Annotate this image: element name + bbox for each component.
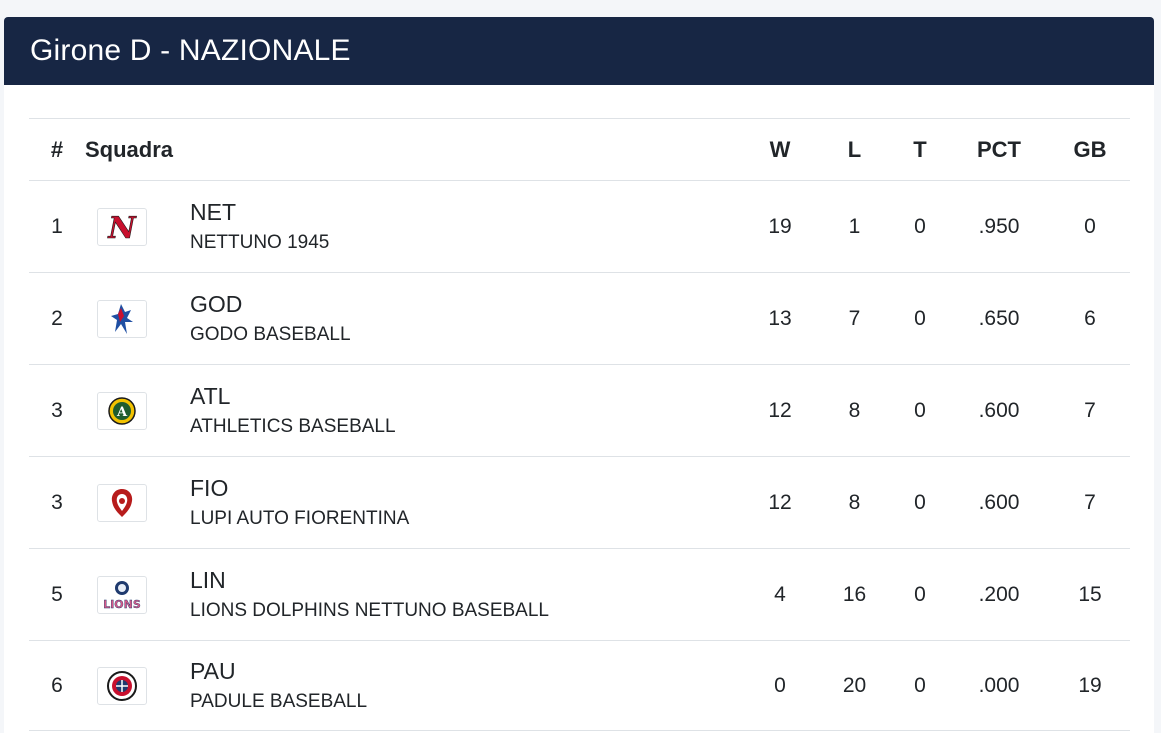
team-abbr: NET	[190, 198, 236, 225]
team-name: GODO BASEBALL	[190, 323, 351, 345]
table-row[interactable]: 5 LIONS LIN LIONS DOLPHINS NETTUNO BA	[29, 548, 1130, 641]
rank-cell: 1	[29, 180, 85, 273]
gb-cell: 15	[1050, 548, 1130, 641]
losses-cell: 8	[817, 456, 892, 549]
wins-cell: 19	[743, 180, 817, 273]
header-wins: W	[743, 118, 817, 181]
table-row[interactable]: 1 N NET NETTUNO 1945 19 1 0	[29, 180, 1130, 273]
losses-cell: 1	[817, 180, 892, 273]
team-name: LIONS DOLPHINS NETTUNO BASEBALL	[190, 599, 549, 621]
table-row[interactable]: 3 FIO LUPI AUTO FIORENTINA	[29, 456, 1130, 549]
pct-cell: .950	[948, 180, 1050, 273]
rank-cell: 3	[29, 364, 85, 457]
svg-text:N: N	[107, 211, 137, 243]
losses-cell: 16	[817, 548, 892, 641]
table-row[interactable]: 3 A ATL ATHLETICS BASEBALL	[29, 364, 1130, 457]
header-pct: PCT	[948, 118, 1050, 181]
header-gb: GB	[1050, 118, 1130, 181]
pct-cell: .650	[948, 272, 1050, 365]
table-row[interactable]: 6 PAU PADULE BASEBA	[29, 640, 1130, 731]
fiorentina-logo	[97, 483, 147, 522]
gb-cell: 19	[1050, 640, 1130, 731]
rank-cell: 5	[29, 548, 85, 641]
gb-cell: 7	[1050, 456, 1130, 549]
ties-cell: 0	[892, 548, 948, 641]
svg-text:A: A	[116, 405, 128, 420]
table-header: # Squadra W L T PCT GB	[29, 118, 1130, 181]
team-abbr: ATL	[190, 382, 231, 409]
losses-cell: 7	[817, 272, 892, 365]
wins-cell: 12	[743, 456, 817, 549]
nettuno-logo: N	[97, 207, 147, 246]
header-team: Squadra	[85, 118, 743, 181]
pct-cell: .200	[948, 548, 1050, 641]
wins-cell: 12	[743, 364, 817, 457]
godo-logo	[97, 299, 147, 338]
ties-cell: 0	[892, 180, 948, 273]
pct-cell: .600	[948, 456, 1050, 549]
header-rank: #	[29, 118, 85, 181]
header-losses: L	[817, 118, 892, 181]
team-abbr: GOD	[190, 290, 243, 317]
team-name: ATHLETICS BASEBALL	[190, 415, 396, 437]
pct-cell: .000	[948, 640, 1050, 731]
standings-card: Girone D - NAZIONALE # Squadra W L T PCT…	[4, 17, 1154, 733]
ties-cell: 0	[892, 272, 948, 365]
rank-cell: 2	[29, 272, 85, 365]
losses-cell: 8	[817, 364, 892, 457]
ties-cell: 0	[892, 456, 948, 549]
rank-cell: 6	[29, 640, 85, 731]
standings-table-wrap: # Squadra W L T PCT GB 1 N	[29, 118, 1130, 731]
ties-cell: 0	[892, 364, 948, 457]
wins-cell: 0	[743, 640, 817, 731]
card-title: Girone D - NAZIONALE	[4, 17, 1154, 85]
padule-logo	[97, 666, 147, 705]
athletics-logo: A	[97, 391, 147, 430]
lions-logo: LIONS	[97, 575, 147, 614]
gb-cell: 6	[1050, 272, 1130, 365]
team-abbr: PAU	[190, 657, 236, 684]
header-ties: T	[892, 118, 948, 181]
gb-cell: 0	[1050, 180, 1130, 273]
losses-cell: 20	[817, 640, 892, 731]
wins-cell: 4	[743, 548, 817, 641]
team-abbr: FIO	[190, 474, 229, 501]
rank-cell: 3	[29, 456, 85, 549]
team-name: LUPI AUTO FIORENTINA	[190, 507, 410, 529]
wins-cell: 13	[743, 272, 817, 365]
ties-cell: 0	[892, 640, 948, 731]
team-abbr: LIN	[190, 566, 226, 593]
table-row[interactable]: 2 GOD GODO BASEBALL 13	[29, 272, 1130, 365]
pct-cell: .600	[948, 364, 1050, 457]
standings-table: # Squadra W L T PCT GB 1 N	[29, 118, 1130, 731]
team-name: PADULE BASEBALL	[190, 690, 368, 712]
team-name: NETTUNO 1945	[190, 231, 330, 253]
svg-text:LIONS: LIONS	[103, 598, 141, 611]
gb-cell: 7	[1050, 364, 1130, 457]
